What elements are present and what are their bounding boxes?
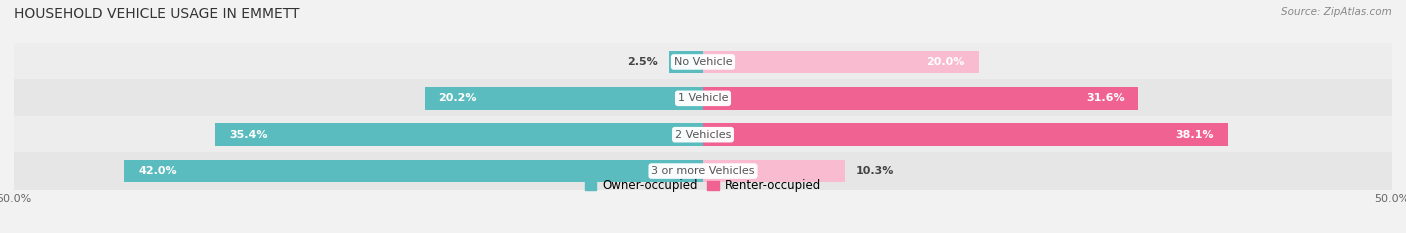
Text: 3 or more Vehicles: 3 or more Vehicles bbox=[651, 166, 755, 176]
Bar bbox=[703, 123, 1227, 146]
Text: 1 Vehicle: 1 Vehicle bbox=[678, 93, 728, 103]
Text: 42.0%: 42.0% bbox=[138, 166, 177, 176]
Text: 2 Vehicles: 2 Vehicles bbox=[675, 130, 731, 140]
Bar bbox=[124, 160, 703, 182]
Text: 20.2%: 20.2% bbox=[439, 93, 477, 103]
Bar bbox=[669, 51, 703, 73]
Text: 31.6%: 31.6% bbox=[1085, 93, 1125, 103]
Text: 20.0%: 20.0% bbox=[927, 57, 965, 67]
Text: Source: ZipAtlas.com: Source: ZipAtlas.com bbox=[1281, 7, 1392, 17]
Bar bbox=[14, 43, 1392, 81]
Bar bbox=[215, 123, 703, 146]
Text: HOUSEHOLD VEHICLE USAGE IN EMMETT: HOUSEHOLD VEHICLE USAGE IN EMMETT bbox=[14, 7, 299, 21]
Text: 2.5%: 2.5% bbox=[627, 57, 658, 67]
Text: 35.4%: 35.4% bbox=[229, 130, 267, 140]
Bar bbox=[425, 87, 703, 110]
Bar bbox=[703, 51, 979, 73]
Bar bbox=[14, 116, 1392, 154]
Bar bbox=[703, 160, 845, 182]
Text: No Vehicle: No Vehicle bbox=[673, 57, 733, 67]
Text: 38.1%: 38.1% bbox=[1175, 130, 1215, 140]
Legend: Owner-occupied, Renter-occupied: Owner-occupied, Renter-occupied bbox=[579, 175, 827, 197]
Bar bbox=[703, 87, 1139, 110]
Text: 10.3%: 10.3% bbox=[856, 166, 894, 176]
Bar bbox=[14, 79, 1392, 117]
Bar bbox=[14, 152, 1392, 190]
